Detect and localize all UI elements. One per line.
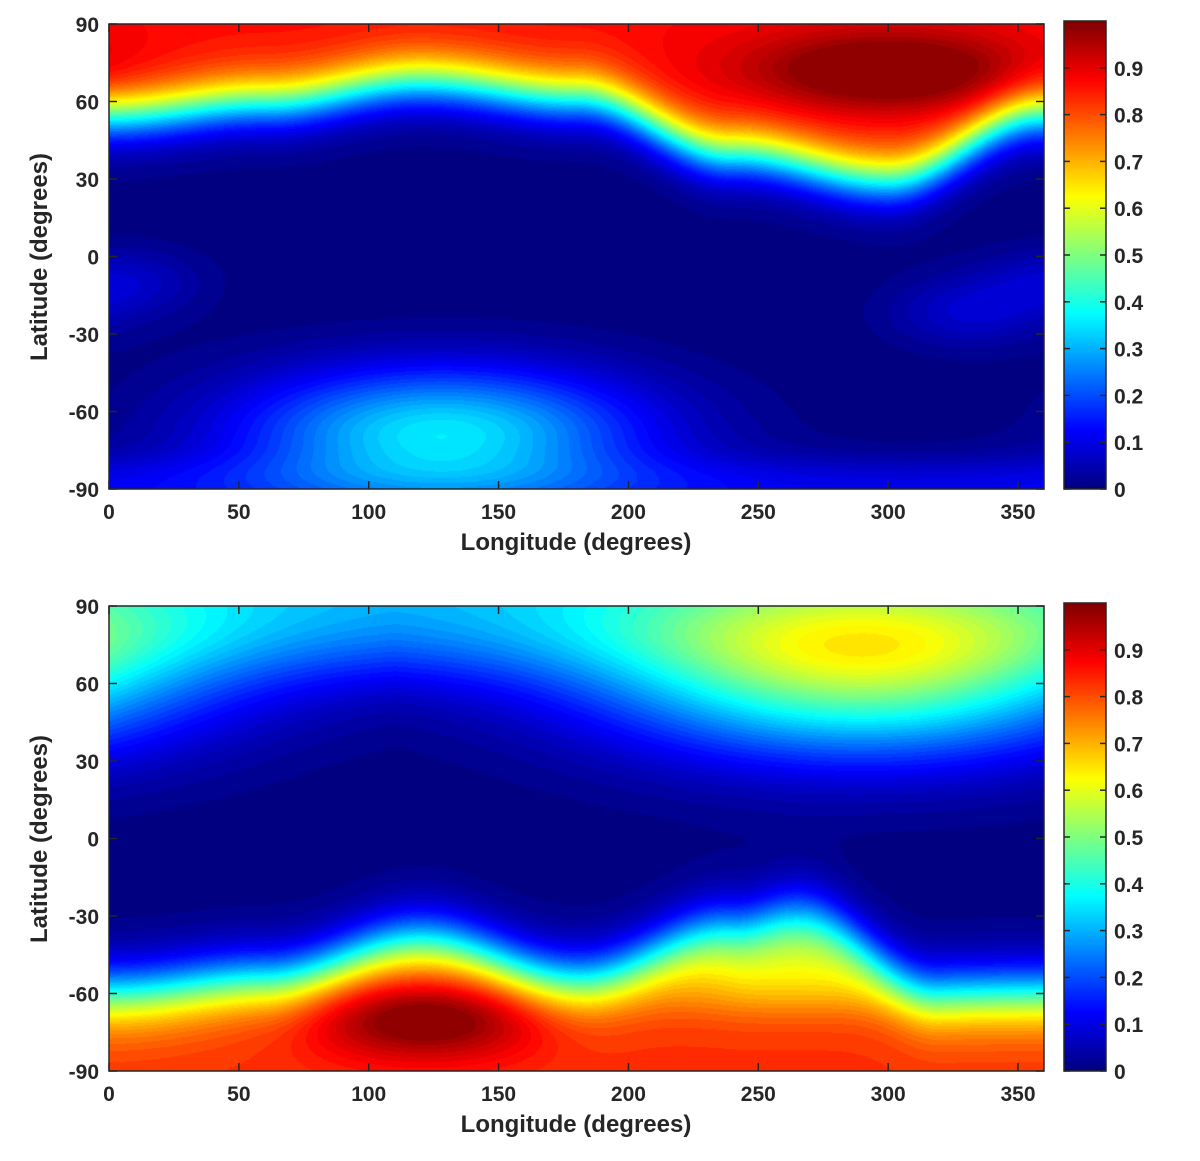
y-tick-label: 30 xyxy=(76,751,99,774)
x-tick-label: 350 xyxy=(1001,501,1036,524)
colorbar-tick-label: 0.7 xyxy=(1114,733,1143,756)
colorbar-tick-label: 0.6 xyxy=(1114,198,1143,221)
y-tick-label: -90 xyxy=(69,479,99,502)
colorbar-tick-label: 0.4 xyxy=(1114,292,1144,315)
y-axis-label: Latitude (degrees) xyxy=(26,153,53,361)
y-tick-label: -60 xyxy=(69,402,99,425)
x-tick-label: 200 xyxy=(611,501,646,524)
colorbar-tick-label: 0.1 xyxy=(1114,432,1144,455)
y-ticks-bottom: 90 60 30 0 -30 -60 -90 xyxy=(69,596,1044,1084)
colorbar-tick-label: 0.9 xyxy=(1114,640,1143,663)
colorbar-tick-label: 0.7 xyxy=(1114,151,1143,174)
heatmap-bottom xyxy=(109,606,1044,1071)
x-tick-label: 50 xyxy=(227,501,250,524)
y-tick-label: 60 xyxy=(76,92,99,115)
colorbar-ticks-top: 0.9 0.8 0.7 0.6 0.5 0.4 0.3 0.2 0.1 0 xyxy=(1064,58,1144,502)
colorbar-bottom xyxy=(1064,603,1106,1071)
heatmap-top xyxy=(109,24,1044,489)
x-tick-label: 150 xyxy=(481,1083,516,1106)
y-tick-label: 60 xyxy=(76,674,99,697)
y-axis-label: Latitude (degrees) xyxy=(26,735,53,943)
colorbar-tick-label: 0.8 xyxy=(1114,687,1144,710)
y-ticks-top: 90 60 30 0 -30 -60 -90 xyxy=(69,14,1044,502)
x-tick-label: 250 xyxy=(741,1083,776,1106)
panel-bottom: 0 50 100 150 200 250 300 350 90 60 30 0 -30 -60 -90 0… xyxy=(0,582,1200,1161)
y-tick-label: -30 xyxy=(69,906,99,929)
x-ticks-bottom: 0 50 100 150 200 250 300 350 xyxy=(103,606,1036,1106)
axes-frame-top xyxy=(108,20,1107,490)
x-tick-label: 300 xyxy=(871,1083,906,1106)
y-tick-label: 0 xyxy=(87,247,99,270)
colorbar-tick-label: 0.3 xyxy=(1114,921,1143,944)
x-tick-label: 300 xyxy=(871,501,906,524)
x-axis-label: Longitude (degrees) xyxy=(461,1111,692,1138)
x-tick-label: 0 xyxy=(103,1083,115,1106)
colorbar-tick-label: 0.8 xyxy=(1114,105,1144,128)
colorbar-tick-label: 0 xyxy=(1114,1061,1126,1084)
x-tick-label: 350 xyxy=(1001,1083,1036,1106)
colorbar-tick-label: 0.9 xyxy=(1114,58,1143,81)
colorbar-tick-label: 0.4 xyxy=(1114,874,1144,897)
y-tick-label: -90 xyxy=(69,1061,99,1084)
colorbar-top xyxy=(1064,21,1106,489)
y-tick-label: -30 xyxy=(69,324,99,347)
colorbar-tick-label: 0.1 xyxy=(1114,1014,1144,1037)
y-tick-label: 0 xyxy=(87,829,99,852)
x-tick-label: 50 xyxy=(227,1083,250,1106)
x-tick-label: 0 xyxy=(103,501,115,524)
x-ticks-top: 0 50 100 150 200 250 300 350 xyxy=(103,24,1036,524)
x-tick-label: 200 xyxy=(611,1083,646,1106)
axes-frame-bottom xyxy=(108,602,1107,1072)
colorbar-tick-label: 0.6 xyxy=(1114,780,1143,803)
colorbar-tick-label: 0.2 xyxy=(1114,385,1143,408)
colorbar-tick-label: 0.5 xyxy=(1114,245,1144,268)
panel-top: 0 50 100 150 200 250 300 350 90 60 30 0 -30 -60 -90 0… xyxy=(0,0,1200,579)
colorbar-ticks-bottom: 0.9 0.8 0.7 0.6 0.5 0.4 0.3 0.2 0.1 0 xyxy=(1064,640,1144,1084)
x-tick-label: 100 xyxy=(351,501,386,524)
y-tick-label: -60 xyxy=(69,984,99,1007)
x-axis-label: Longitude (degrees) xyxy=(461,529,692,556)
colorbar-tick-label: 0 xyxy=(1114,479,1126,502)
x-tick-label: 150 xyxy=(481,501,516,524)
y-tick-label: 30 xyxy=(76,169,99,192)
colorbar-tick-label: 0.5 xyxy=(1114,827,1144,850)
x-tick-label: 250 xyxy=(741,501,776,524)
colorbar-tick-label: 0.2 xyxy=(1114,967,1143,990)
x-tick-label: 100 xyxy=(351,1083,386,1106)
colorbar-tick-label: 0.3 xyxy=(1114,339,1143,362)
y-tick-label: 90 xyxy=(76,14,99,37)
y-tick-label: 90 xyxy=(76,596,99,619)
